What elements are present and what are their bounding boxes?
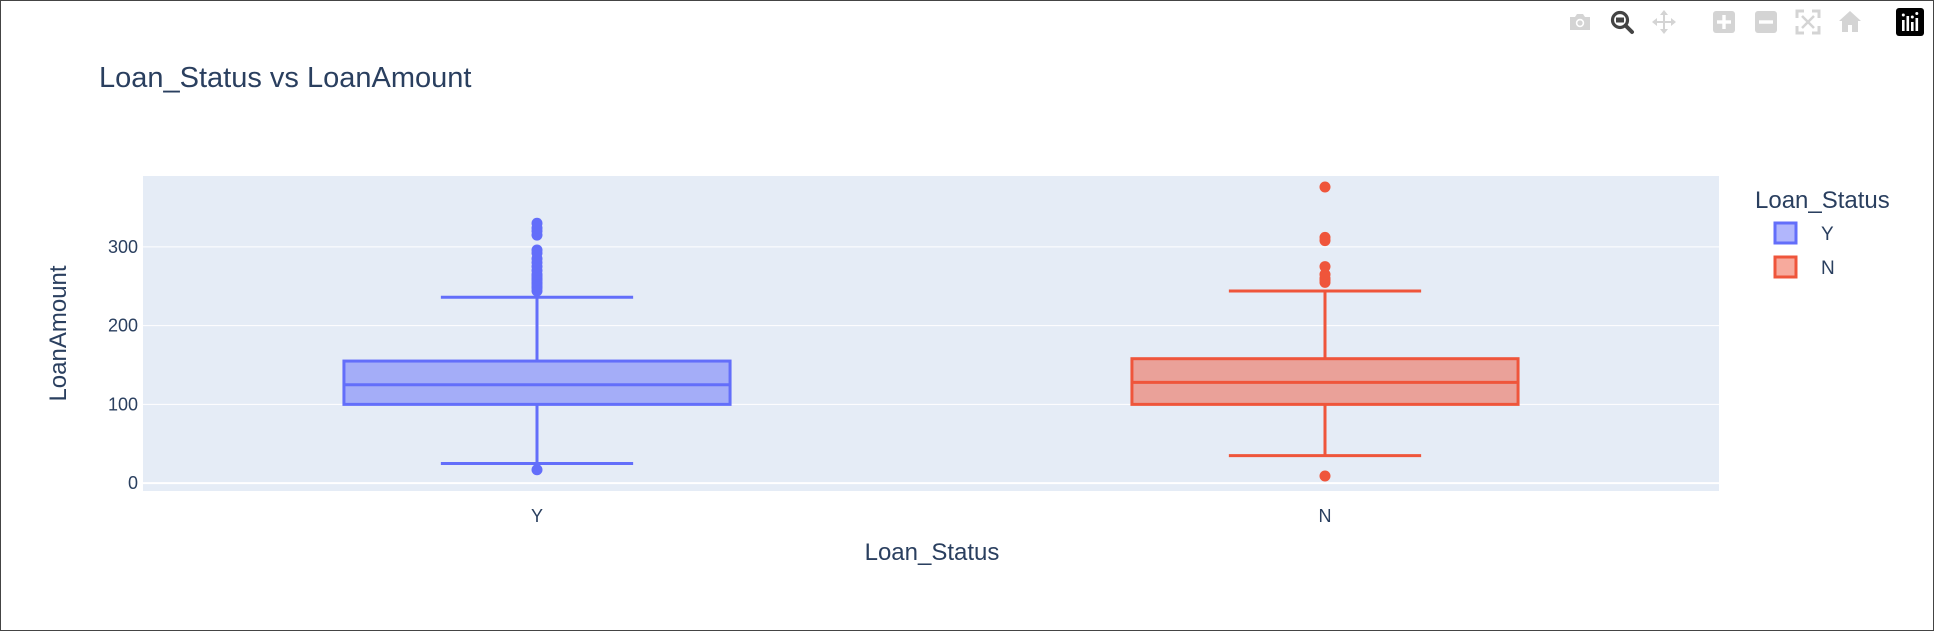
camera-icon[interactable] [1565,7,1595,37]
zoom-out-icon[interactable] [1751,7,1781,37]
box-N [1130,181,1520,482]
legend-label: Y [1821,224,1834,245]
legend-item-N: N [1773,255,1835,279]
reset-axes-icon[interactable] [1835,7,1865,37]
outlier-point [1319,268,1331,280]
outlier-point [531,464,543,476]
y-tick-label: 200 [108,316,138,336]
pan-icon[interactable] [1649,7,1679,37]
legend-label: N [1821,258,1835,279]
plot-area [143,176,1719,491]
plotly-logo-icon[interactable] [1895,7,1925,37]
outlier-point [531,217,543,229]
legend-swatch [1773,255,1798,279]
x-tick-label: N [1319,506,1332,526]
x-tick-label: Y [531,506,543,526]
y-tick-label: 300 [108,237,138,257]
modebar [1553,7,1925,37]
zoom-icon[interactable] [1607,7,1637,37]
outlier-point [1319,261,1331,273]
legend-title: Loan_Status [1755,187,1890,214]
legend: Loan_Status YN [1755,187,1890,279]
zoom-in-icon[interactable] [1709,7,1739,37]
outlier-point [531,244,543,256]
legend-item-Y: Y [1773,221,1834,245]
box-iqr [342,359,732,406]
legend-swatch [1773,221,1798,245]
y-tick-label: 100 [108,394,138,414]
outlier-point [1319,470,1331,482]
outlier-point [1319,231,1331,243]
x-axis-label: Loan_Status [865,539,1000,566]
autoscale-icon[interactable] [1793,7,1823,37]
y-axis-label: LoanAmount [45,265,72,401]
y-tick-label: 0 [128,473,138,493]
box-Y [342,217,732,476]
chart-title: Loan_Status vs LoanAmount [99,62,471,94]
outlier-point [1319,181,1331,193]
